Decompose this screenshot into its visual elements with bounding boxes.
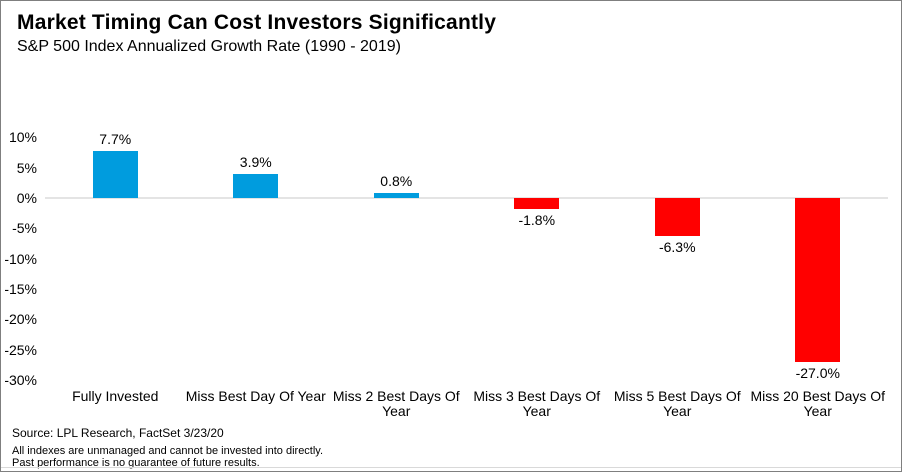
value-label-miss-best-day-of-year: 3.9% [239,154,272,171]
y-axis-tick-20: -20% [4,311,37,328]
zero-axis-line [45,197,888,199]
bar-fully-invested [92,151,138,198]
x-axis-label-miss-best-day-of-year: Miss Best Day Of Year [174,389,338,404]
y-axis-tick-5: 5% [16,159,37,176]
x-axis-label-line: Miss 20 Best Days Of [750,388,886,404]
value-label-miss-2-best-days-of-year: 0.8% [380,173,413,190]
x-axis-label-line: Miss 2 Best Days Of [332,388,460,404]
bar-miss-best-day-of-year [233,174,279,198]
value-label-miss-5-best-days-of-year: -6.3% [658,239,696,256]
bar-miss-5-best-days-of-year [654,198,700,237]
x-axis-label-line: Miss 3 Best Days Of [473,388,601,404]
x-axis-label-line: Year [803,403,832,419]
x-axis-label-miss-5-best-days-of-year: Miss 5 Best Days Of Year [595,389,759,419]
value-label-fully-invested: 7.7% [99,131,132,148]
y-axis-tick-0: 0% [16,190,37,206]
x-axis-label-line: Miss 5 Best Days Of [613,388,741,404]
x-axis-label-line: Year [382,403,411,419]
y-axis-tick-5: -5% [12,220,37,237]
footer-divider [1,467,901,468]
disclaimer-line-1: All indexes are unmanaged and cannot be … [12,445,324,457]
y-axis-tick-15: -15% [4,280,37,297]
disclaimer-line-2: Past performance is no guarantee of futu… [12,457,260,469]
x-axis-label-line: Fully Invested [72,388,159,404]
chart-title: Market Timing Can Cost Investors Signifi… [17,11,497,34]
x-axis-label-line: Year [522,403,551,419]
value-label-miss-20-best-days-of-year: -27.0% [795,364,840,381]
chart-subtitle: S&P 500 Index Annualized Growth Rate (19… [17,38,401,55]
bar-miss-3-best-days-of-year [514,198,560,209]
y-axis-tick-25: -25% [4,341,37,358]
x-axis-label-miss-3-best-days-of-year: Miss 3 Best Days Of Year [455,389,619,419]
source-text: Source: LPL Research, FactSet 3/23/20 [12,426,224,440]
x-axis-label-miss-2-best-days-of-year: Miss 2 Best Days Of Year [314,389,478,419]
x-axis-label-line: Year [663,403,692,419]
y-axis-tick-10: 10% [8,129,37,146]
bar-miss-2-best-days-of-year [373,193,419,198]
x-axis-label-line: Miss Best Day Of Year [185,388,326,404]
x-axis-label-fully-invested: Fully Invested [33,389,197,404]
y-axis-tick-10: -10% [4,250,37,267]
y-axis-tick-30: -30% [4,371,37,388]
x-axis-label-miss-20-best-days-of-year: Miss 20 Best Days Of Year [736,389,900,419]
bar-miss-20-best-days-of-year [795,198,841,362]
value-label-miss-3-best-days-of-year: -1.8% [518,211,556,228]
